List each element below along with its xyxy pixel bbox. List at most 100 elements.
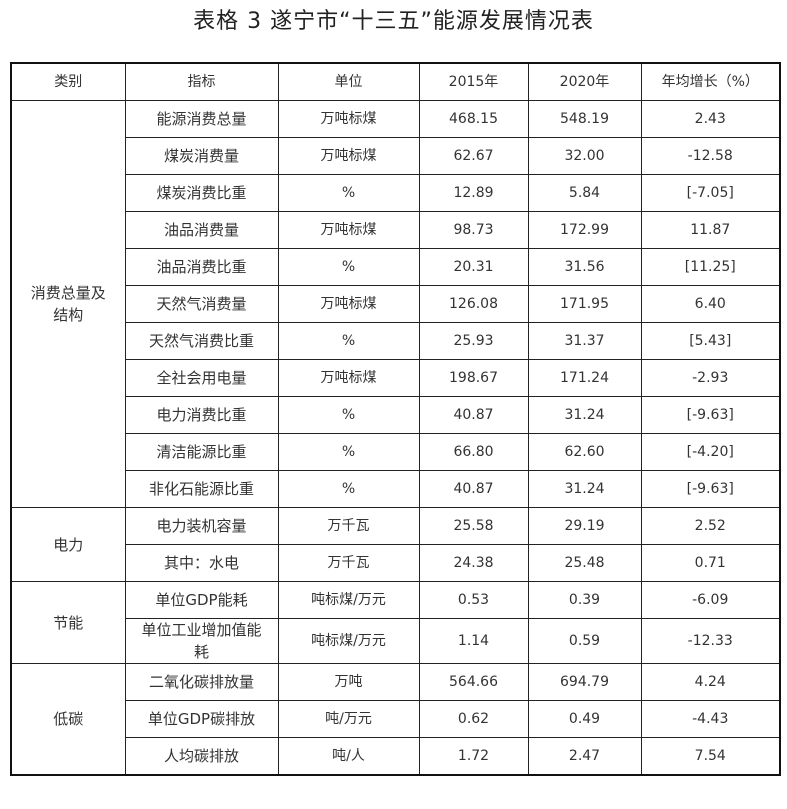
table-row: 电力消费比重% 40.87 31.24 [-9.63] [11, 396, 781, 434]
indicator-cell: 全社会用电量 [124, 359, 279, 397]
indicator-cell: 单位工业增加值能耗 [124, 618, 279, 664]
header-cell: 年均增长（%） [640, 62, 781, 101]
growth-cell: 0.71 [640, 544, 781, 582]
value-2015-cell: 126.08 [418, 285, 529, 323]
energy-table: 类别 指标 单位 2015年 2020年 年均增长（%） 消费总量及结构 能源消费总量 万吨标… [10, 62, 781, 776]
growth-cell: 2.52 [640, 507, 781, 545]
unit-cell: % [277, 322, 420, 360]
value-2020-cell: 32.00 [527, 137, 642, 175]
growth-cell: -12.33 [640, 618, 781, 664]
unit-cell: 万千瓦 [277, 507, 420, 545]
unit-cell: 万吨标煤 [277, 137, 420, 175]
indicator-cell: 油品消费比重 [124, 248, 279, 286]
table-row: 全社会用电量 万吨标煤 198.67 171.24 -2.93 [11, 359, 781, 397]
category-cell: 低碳 [10, 663, 126, 776]
header-cell: 单位 [277, 62, 420, 101]
table-row: 单位工业增加值能耗 吨标煤/万元 1.14 0.59 -12.33 [11, 618, 781, 664]
unit-cell: 万吨标煤 [277, 100, 420, 138]
category-cell: 节能 [10, 581, 126, 664]
growth-cell: [-9.63] [640, 470, 781, 508]
indicator-cell: 天然气消费量 [124, 285, 279, 323]
table-row: 清洁能源比重% 66.80 62.60 [-4.20] [11, 433, 781, 471]
table-row: 人均碳排放 吨/人 1.72 2.47 7.54 [11, 737, 781, 776]
indicator-cell: 其中：水电 [124, 544, 279, 582]
indicator-cell: 煤炭消费量 [124, 137, 279, 175]
value-2015-cell: 198.67 [418, 359, 529, 397]
header-cell: 指标 [124, 62, 279, 101]
value-2015-cell: 25.93 [418, 322, 529, 360]
table-row: 其中：水电 万千瓦 24.38 25.48 0.71 [11, 544, 781, 582]
value-2020-cell: 31.56 [527, 248, 642, 286]
table-row: 天然气消费比重% 25.93 31.37 [5.43] [11, 322, 781, 360]
table-body: 消费总量及结构 能源消费总量 万吨标煤 468.15 548.19 2.43 煤炭消费量 万吨… [10, 100, 781, 776]
indicator-cell: 单位GDP碳排放 [124, 700, 279, 738]
value-2015-cell: 1.72 [418, 737, 529, 776]
unit-cell: 吨标煤/万元 [277, 581, 420, 619]
value-2015-cell: 0.62 [418, 700, 529, 738]
unit-cell: 万吨标煤 [277, 359, 420, 397]
value-2015-cell: 1.14 [418, 618, 529, 664]
table-title: 表格 3 遂宁市“十三五”能源发展情况表 [193, 9, 594, 34]
value-2015-cell: 40.87 [418, 396, 529, 434]
value-2015-cell: 20.31 [418, 248, 529, 286]
unit-cell: % [277, 248, 420, 286]
value-2020-cell: 694.79 [527, 663, 642, 701]
value-2020-cell: 0.59 [527, 618, 642, 664]
table-row: 油品消费比重% 20.31 31.56 [11.25] [11, 248, 781, 286]
indicator-cell: 能源消费总量 [124, 100, 279, 138]
growth-cell: [11.25] [640, 248, 781, 286]
category-cell: 消费总量及结构 [10, 100, 126, 508]
value-2020-cell: 31.37 [527, 322, 642, 360]
indicator-cell: 清洁能源比重 [124, 433, 279, 471]
header-cell: 2020年 [527, 62, 642, 101]
value-2015-cell: 468.15 [418, 100, 529, 138]
indicator-cell: 单位GDP能耗 [124, 581, 279, 619]
growth-cell: -4.43 [640, 700, 781, 738]
value-2020-cell: 25.48 [527, 544, 642, 582]
growth-cell: 11.87 [640, 211, 781, 249]
table-row: 节能 单位GDP能耗 吨标煤/万元 0.53 0.39 -6.09 [10, 581, 781, 664]
value-2020-cell: 2.47 [527, 737, 642, 776]
unit-cell: 万千瓦 [277, 544, 420, 582]
table-row: 低碳 二氧化碳排放量 万吨 564.66 694.79 4.24 [10, 663, 781, 776]
value-2020-cell: 0.39 [527, 581, 642, 619]
growth-cell: 6.40 [640, 285, 781, 323]
value-2020-cell: 171.95 [527, 285, 642, 323]
growth-cell: [-9.63] [640, 396, 781, 434]
value-2015-cell: 66.80 [418, 433, 529, 471]
indicator-cell: 人均碳排放 [124, 737, 279, 776]
growth-cell: -12.58 [640, 137, 781, 175]
value-2015-cell: 24.38 [418, 544, 529, 582]
value-2020-cell: 31.24 [527, 396, 642, 434]
indicator-cell: 煤炭消费比重 [124, 174, 279, 212]
value-2020-cell: 548.19 [527, 100, 642, 138]
indicator-cell: 二氧化碳排放量 [124, 663, 279, 701]
value-2020-cell: 62.60 [527, 433, 642, 471]
unit-cell: 万吨 [277, 663, 420, 701]
value-2015-cell: 0.53 [418, 581, 529, 619]
table-row: 消费总量及结构 能源消费总量 万吨标煤 468.15 548.19 2.43 [10, 100, 781, 508]
value-2020-cell: 172.99 [527, 211, 642, 249]
growth-cell: -6.09 [640, 581, 781, 619]
value-2015-cell: 12.89 [418, 174, 529, 212]
indicator-cell: 电力消费比重 [124, 396, 279, 434]
indicator-cell: 油品消费量 [124, 211, 279, 249]
category-cell: 电力 [10, 507, 126, 582]
indicator-cell: 非化石能源比重 [124, 470, 279, 508]
growth-cell: [5.43] [640, 322, 781, 360]
value-2020-cell: 171.24 [527, 359, 642, 397]
growth-cell: [-4.20] [640, 433, 781, 471]
value-2015-cell: 564.66 [418, 663, 529, 701]
value-2015-cell: 25.58 [418, 507, 529, 545]
growth-cell: 4.24 [640, 663, 781, 701]
value-2015-cell: 62.67 [418, 137, 529, 175]
unit-cell: % [277, 396, 420, 434]
unit-cell: 万吨标煤 [277, 211, 420, 249]
value-2020-cell: 29.19 [527, 507, 642, 545]
header-cell: 类别 [10, 62, 126, 101]
unit-cell: 万吨标煤 [277, 285, 420, 323]
growth-cell: [-7.05] [640, 174, 781, 212]
value-2015-cell: 40.87 [418, 470, 529, 508]
table-row: 电力 电力装机容量 万千瓦 25.58 29.19 2.52 [10, 507, 781, 582]
